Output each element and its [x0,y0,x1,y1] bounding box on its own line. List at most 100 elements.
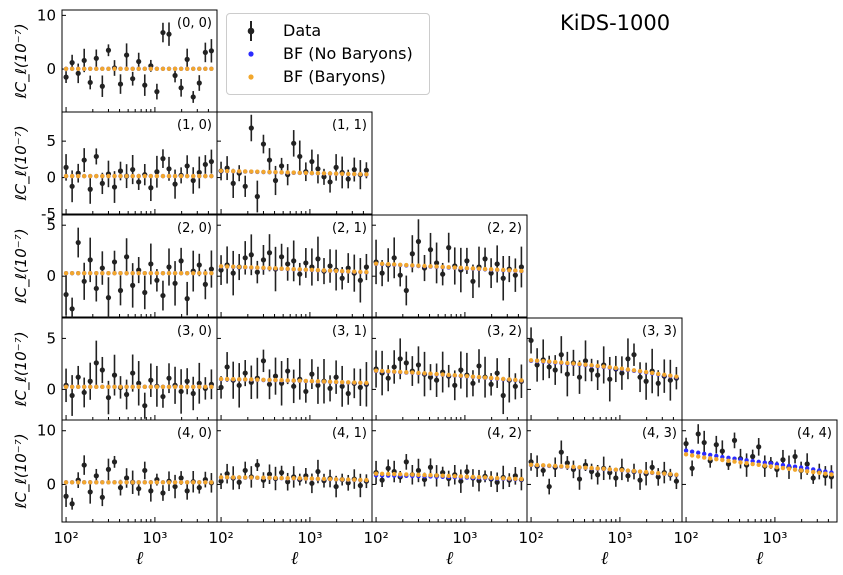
data-point [142,82,148,88]
bf-baryons-point [327,268,333,273]
bf-baryons-point [358,380,363,385]
data-point [105,466,112,472]
bf-baryons-point [218,475,224,480]
data-point [452,382,458,388]
data-point [99,180,105,186]
data-point [242,370,248,376]
x-axis-label: ℓ [601,548,609,569]
bf-baryons-point [81,270,87,276]
bf-baryons-point [488,267,494,272]
bf-baryons-point [267,475,272,481]
bf-baryons-point [142,173,147,179]
data-point [397,272,403,278]
x-axis-label: ℓ [136,548,144,569]
data-point [69,306,75,312]
x-tick-label: 10³ [452,529,477,547]
bf-baryons-point [662,471,667,476]
bf-baryons-point [273,475,278,481]
data-point [403,459,409,465]
data-point [81,462,87,468]
data-point [683,441,689,447]
bf-baryons-point [607,365,612,370]
bf-baryons-point [379,471,385,476]
data-point [576,476,583,482]
panel-label: (3, 2) [487,324,522,339]
data-point [202,49,208,56]
data-point [588,367,595,373]
bf-baryons-point [817,470,822,476]
bf-baryons-point [218,264,224,269]
data-point [363,264,370,270]
bf-baryons-point [464,373,470,379]
bf-baryons-point [209,480,214,485]
bf-baryons-point [209,173,214,179]
figure-title: KiDS-1000 [560,11,671,35]
y-axis-label: ℓC_ℓ(10⁻⁷) [12,228,31,304]
data-point [63,74,69,80]
bf-baryons-point [94,384,99,390]
bf-baryons-point [571,464,576,470]
data-point [278,470,285,476]
bf-baryons-point [142,384,147,390]
bf-baryons-point [458,474,464,479]
data-point [637,477,643,483]
data-point [391,364,397,370]
data-point [224,364,230,370]
data-point [105,394,112,401]
x-tick-label: 10³ [142,529,167,547]
panel-label: (2, 0) [177,221,212,236]
bf-baryons-point [203,384,208,390]
bf-baryons-point [428,264,433,269]
data-point [266,471,273,477]
bf-baryons-point [656,470,661,476]
data-point [391,255,397,261]
data-point [166,31,172,37]
data-point [190,390,196,397]
bf-baryons-point [160,270,166,276]
bf-baryons-point [738,460,743,465]
bf-baryons-point [267,265,272,271]
data-point [552,367,558,373]
bf-baryons-point [303,378,309,384]
legend-item-baryons: BF (Baryons) [227,66,427,88]
bf-baryons-point [291,378,296,383]
bf-baryons-point [224,376,230,382]
data-point [196,485,202,491]
data-point [166,264,172,270]
bf-baryons-point [297,378,302,383]
data-point [427,464,434,470]
data-point [117,168,124,174]
bf-baryons-point [267,377,272,383]
bf-baryons-point [404,262,409,268]
bf-baryons-point [352,380,357,385]
orange-dot-icon [248,74,254,80]
bf-baryons-point [643,369,649,375]
bf-baryons-point [482,375,488,380]
bf-baryons-point [124,270,129,276]
data-point [160,29,166,36]
data-point [136,380,142,386]
data-point [178,258,184,264]
bf-baryons-point [565,360,570,366]
data-point [154,277,160,283]
bf-baryons-point [166,66,172,71]
data-point [230,180,236,186]
bf-baryons-point [63,173,69,179]
y-tick-label: -5 [41,205,56,223]
bf-baryons-point [333,379,339,385]
bf-baryons-point [507,476,512,481]
y-tick-label: 0 [46,60,56,78]
bf-baryons-point [637,368,643,374]
bf-baryons-point [160,173,166,179]
bf-baryons-point [346,380,351,385]
panel-frame [216,317,373,421]
bf-baryons-point [315,267,321,273]
bf-baryons-point [428,473,433,478]
bf-baryons-point [446,473,451,479]
bf-baryons-point [494,376,500,381]
data-point [309,158,315,165]
bf-baryons-point [76,270,81,276]
panel-4-0: 0 10 (4, 0) [37,419,218,523]
bf-baryons-point [811,469,816,475]
